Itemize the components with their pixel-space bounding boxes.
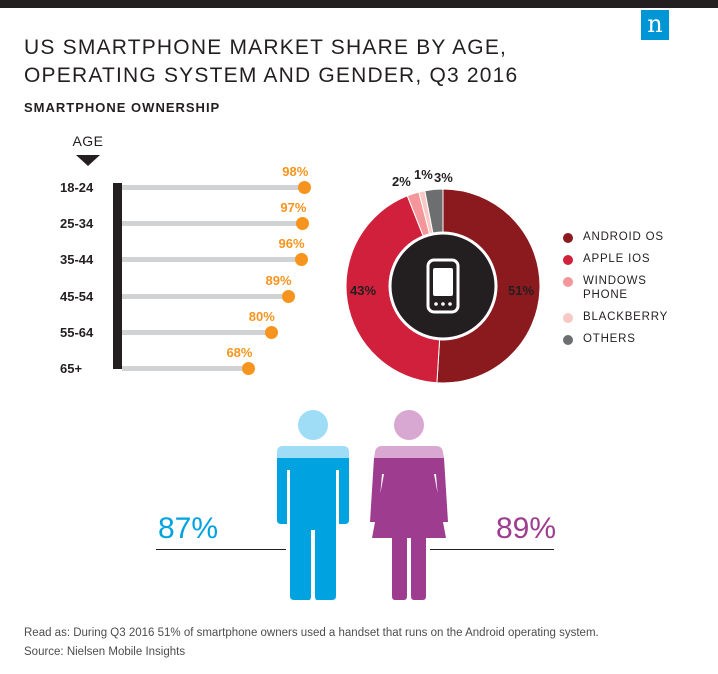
female-underline — [430, 549, 554, 550]
male-underline — [156, 549, 286, 550]
legend-swatch — [563, 277, 573, 287]
age-bar-25-34 — [122, 221, 303, 227]
age-axis-label: AGE — [72, 133, 104, 149]
os-legend: ANDROID OS APPLE IOS WINDOWS PHONE BLACKBERR… — [563, 230, 713, 354]
age-bar-45-54 — [122, 293, 288, 299]
legend-label: OTHERS — [583, 333, 636, 345]
age-bar-18-24 — [122, 185, 305, 190]
legend-item-apple-ios: APPLE IOS — [563, 252, 713, 266]
age-dot-18-24 — [298, 181, 312, 194]
age-label-55-64: 55-64 — [60, 324, 94, 340]
age-label-65+: 65+ — [60, 361, 83, 376]
age-label-45-54: 45-54 — [60, 288, 94, 304]
ios-share-label: 43% — [350, 283, 377, 298]
age-dot-35-44 — [294, 253, 308, 267]
male-share-label: 87% — [158, 512, 219, 545]
legend-label: APPLE IOS — [583, 253, 651, 265]
smartphone-icon — [426, 258, 460, 314]
female-share-label: 89% — [496, 512, 557, 545]
legend-label: BLACKBERRY — [583, 311, 669, 323]
title-line-1: US SMARTPHONE MARKET SHARE BY AGE, — [24, 36, 508, 59]
source-note: Source: Nielsen Mobile Insights — [24, 646, 186, 658]
female-figure-icon — [370, 410, 448, 600]
blackberry-share-label: 1% — [414, 167, 433, 182]
legend-item-blackberry: BLACKBERRY — [563, 310, 713, 324]
legend-swatch — [563, 313, 573, 323]
footnote: Read as: During Q3 2016 51% of smartphon… — [24, 624, 599, 662]
down-arrow-icon — [76, 155, 100, 166]
age-label-25-34: 25-34 — [60, 216, 94, 232]
title-line-2: OPERATING SYSTEM AND GENDER, Q3 2016 — [24, 64, 519, 87]
section-subtitle: SMARTPHONE OWNERSHIP — [24, 100, 221, 115]
age-label-18-24: 18-24 — [60, 180, 94, 195]
legend-item-android-os: ANDROID OS — [563, 230, 713, 244]
legend-item-others: OTHERS — [563, 332, 713, 346]
os-share-donut-chart — [345, 188, 541, 384]
age-value-25-34: 97% — [280, 200, 307, 216]
top-bar — [0, 0, 718, 8]
age-axis-bar — [113, 183, 122, 369]
age-dot-55-64 — [264, 325, 278, 339]
age-value-18-24: 98% — [282, 164, 309, 179]
age-label-35-44: 35-44 — [60, 252, 94, 268]
legend-swatch — [563, 255, 573, 265]
android-share-label: 51% — [508, 283, 535, 298]
windows-share-label: 2% — [392, 174, 411, 189]
male-figure-icon — [277, 410, 349, 600]
age-value-45-54: 89% — [265, 272, 292, 288]
age-dot-25-34 — [296, 217, 310, 231]
legend-swatch — [563, 335, 573, 345]
legend-swatch — [563, 233, 573, 243]
read-as-note: Read as: During Q3 2016 51% of smartphon… — [24, 627, 599, 639]
age-bar-65+ — [122, 366, 249, 371]
legend-label: ANDROID OS — [583, 231, 664, 243]
age-value-35-44: 96% — [278, 236, 305, 252]
nielsen-logo: n — [641, 10, 669, 40]
age-value-55-64: 80% — [248, 308, 275, 324]
age-bar-55-64 — [122, 329, 271, 335]
legend-label: WINDOWS PHONE — [583, 275, 647, 301]
age-dot-45-54 — [281, 289, 295, 303]
legend-item-windows-phone: WINDOWS PHONE — [563, 274, 713, 302]
age-bar-35-44 — [122, 257, 301, 263]
age-dot-65+ — [242, 362, 256, 375]
age-value-65+: 68% — [226, 345, 253, 360]
others-share-label: 3% — [434, 170, 453, 185]
page-title: US SMARTPHONE MARKET SHARE BY AGE, OPERA… — [24, 34, 518, 90]
